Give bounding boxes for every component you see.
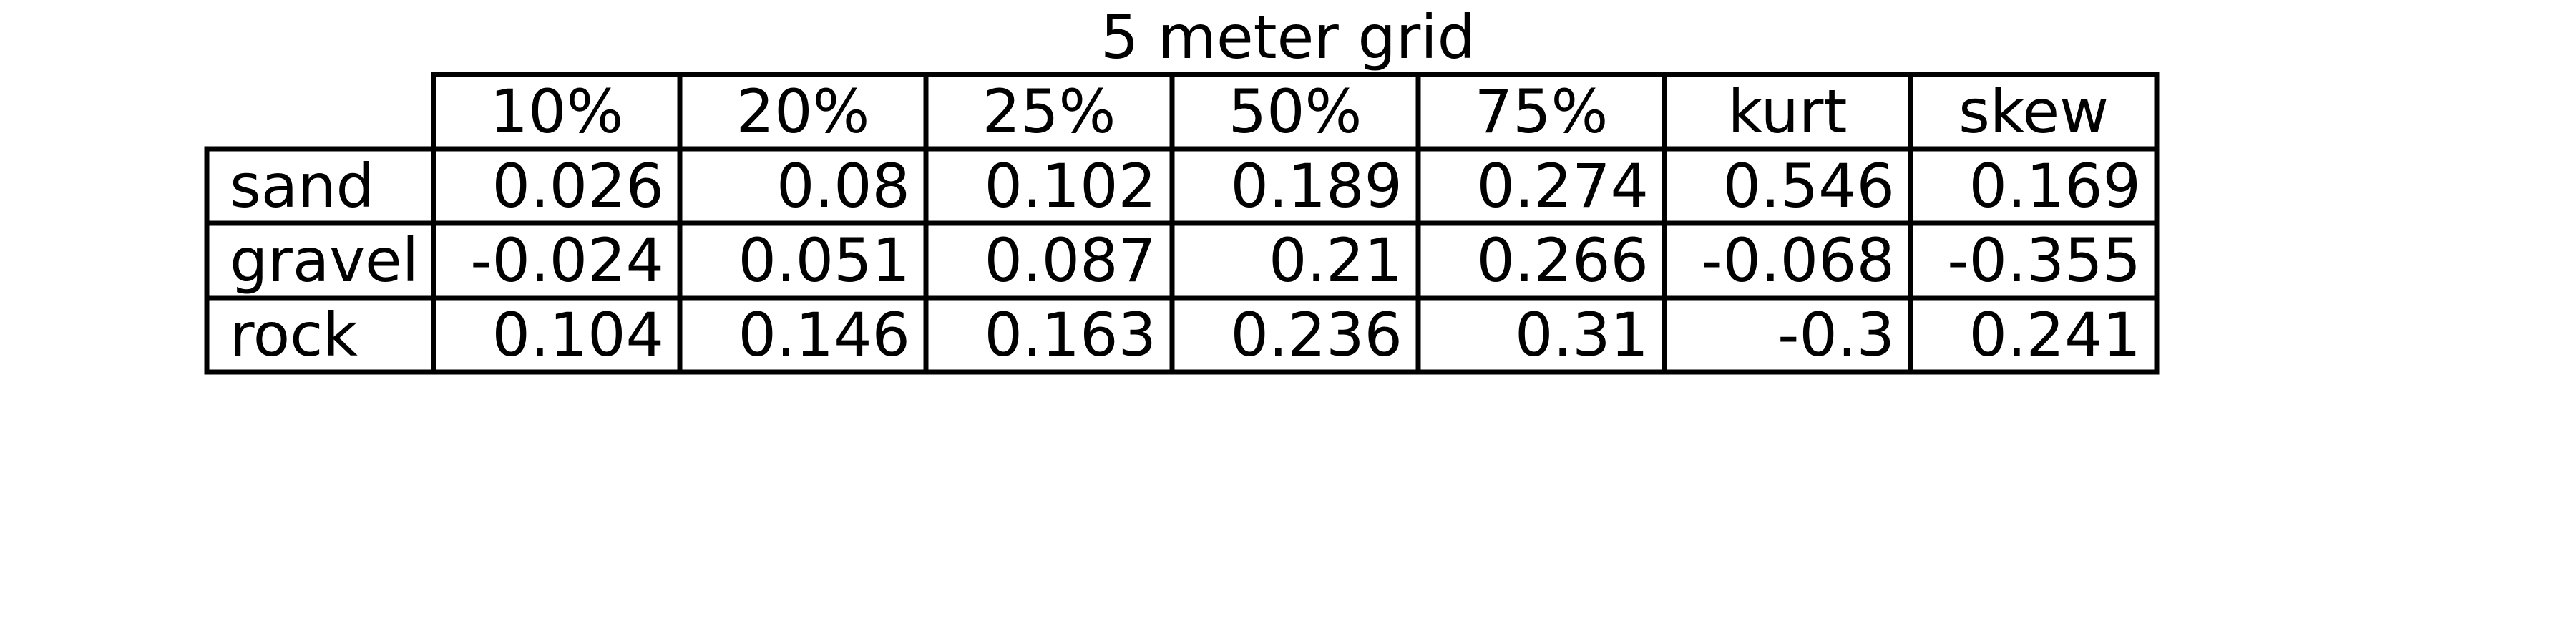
- table-cell: -0.024: [470, 225, 664, 296]
- table-cell: -0.355: [1947, 225, 2141, 296]
- table-grid: [204, 72, 2160, 375]
- table-title: 5 meter grid: [1100, 2, 1475, 72]
- row-label: rock: [230, 300, 358, 370]
- table-cell: 0.274: [1477, 151, 1649, 221]
- column-header: 20%: [736, 77, 870, 147]
- column-header: 10%: [490, 77, 624, 147]
- table-cells: 10% 20% 25% 50% 75% kurt skew sand 0.026 0.08 0.10…: [230, 77, 2141, 370]
- table-cell: 0.169: [1969, 151, 2141, 221]
- row-label: sand: [230, 151, 374, 221]
- table-cell: 0.102: [985, 151, 1156, 221]
- table-cell: 0.236: [1231, 300, 1402, 370]
- table-cell: 0.189: [1231, 151, 1402, 221]
- table-cell: 0.051: [738, 225, 910, 296]
- table-cell: 0.21: [1269, 225, 1402, 296]
- column-header: 50%: [1229, 77, 1362, 147]
- table-cell: 0.146: [738, 300, 910, 370]
- table-cell: 0.026: [492, 151, 664, 221]
- table-cell: -0.3: [1777, 300, 1895, 370]
- column-header: skew: [1958, 77, 2109, 147]
- column-header: kurt: [1728, 77, 1848, 147]
- table-cell: 0.08: [776, 151, 910, 221]
- table-cell: -0.068: [1701, 225, 1895, 296]
- table-cell: 0.104: [492, 300, 664, 370]
- row-label: gravel: [230, 225, 419, 296]
- table-cell: 0.241: [1969, 300, 2141, 370]
- table-cell: 0.546: [1723, 151, 1895, 221]
- table-cell: 0.31: [1515, 300, 1649, 370]
- table-cell: 0.266: [1477, 225, 1649, 296]
- table-cell: 0.087: [985, 225, 1156, 296]
- table-cell: 0.163: [985, 300, 1156, 370]
- column-header: 75%: [1475, 77, 1609, 147]
- column-header: 25%: [982, 77, 1116, 147]
